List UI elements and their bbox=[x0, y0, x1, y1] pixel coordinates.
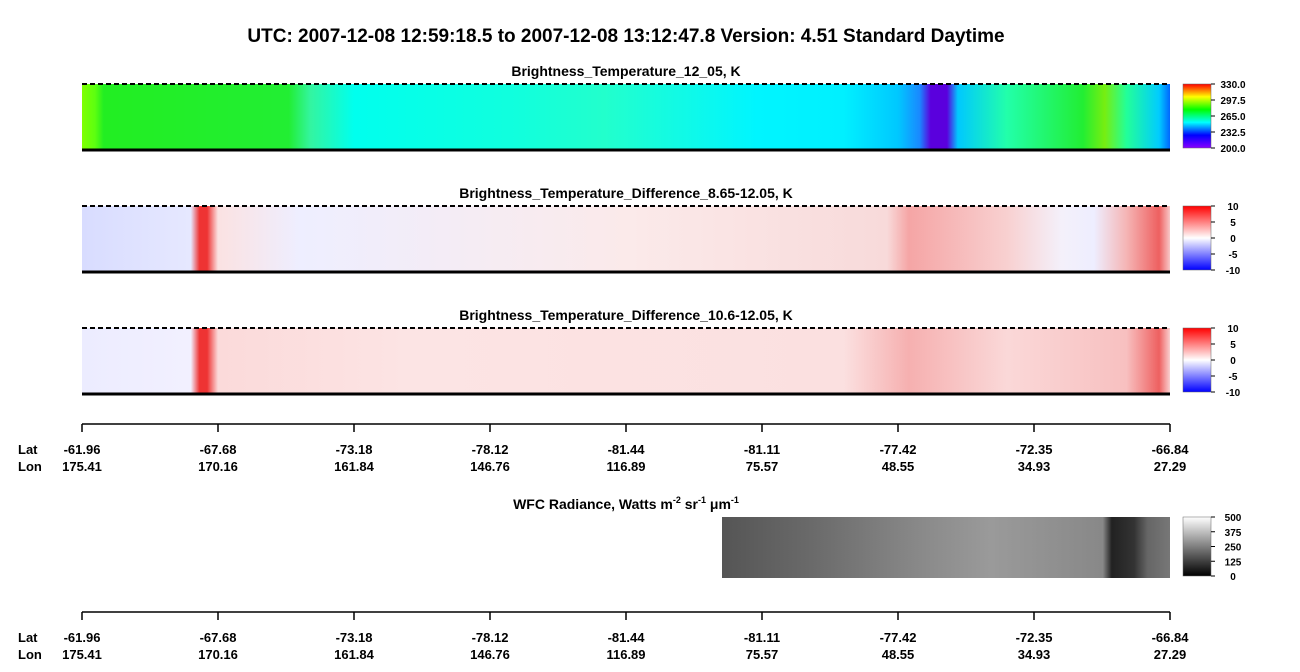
colorbar-label: 0 bbox=[1230, 356, 1236, 367]
colorbar-label: 125 bbox=[1225, 557, 1242, 568]
image-strip bbox=[82, 328, 1170, 394]
lat-label: Lat bbox=[18, 630, 38, 645]
colorbar-label: 200.0 bbox=[1220, 144, 1245, 155]
colorbar-label: 10 bbox=[1227, 202, 1239, 213]
lon-value: 161.84 bbox=[334, 647, 375, 662]
image-strip bbox=[82, 206, 1170, 272]
lat-value: -73.18 bbox=[336, 442, 373, 457]
panel-title: Brightness_Temperature_Difference_8.65-1… bbox=[459, 185, 793, 201]
lat-value: -81.44 bbox=[608, 630, 646, 645]
colorbar-label: 5 bbox=[1230, 340, 1236, 351]
colorbar-label: 250 bbox=[1225, 543, 1242, 554]
lon-value: 146.76 bbox=[470, 459, 510, 474]
image-strip bbox=[722, 517, 1170, 578]
lat-value: -77.42 bbox=[880, 442, 917, 457]
lon-value: 161.84 bbox=[334, 459, 375, 474]
colorbar-label: 330.0 bbox=[1220, 80, 1245, 91]
panel-title: Brightness_Temperature_12_05, K bbox=[511, 63, 740, 79]
lon-value: 75.57 bbox=[746, 647, 779, 662]
lon-value: 175.41 bbox=[62, 647, 102, 662]
lat-value: -77.42 bbox=[880, 630, 917, 645]
colorbar-label: 10 bbox=[1227, 324, 1239, 335]
lat-value: -78.12 bbox=[472, 630, 509, 645]
lat-value: -72.35 bbox=[1016, 630, 1053, 645]
lat-value: -78.12 bbox=[472, 442, 509, 457]
colorbar-label: -5 bbox=[1229, 250, 1238, 261]
colorbar-label: 375 bbox=[1225, 528, 1242, 539]
title-part: -1 bbox=[731, 495, 739, 505]
lon-value: 48.55 bbox=[882, 647, 915, 662]
panel-title: Brightness_Temperature_Difference_10.6-1… bbox=[459, 307, 793, 323]
lat-value: -66.84 bbox=[1152, 442, 1190, 457]
lat-value: -81.11 bbox=[744, 630, 780, 645]
lon-value: 27.29 bbox=[1154, 459, 1187, 474]
colorbar-label: -10 bbox=[1226, 388, 1241, 399]
colorbar-label: -10 bbox=[1226, 266, 1241, 277]
lon-value: 48.55 bbox=[882, 459, 915, 474]
lat-value: -72.35 bbox=[1016, 442, 1053, 457]
colorbar bbox=[1182, 83, 1212, 149]
title-part: μm bbox=[706, 496, 731, 512]
colorbar-label: 232.5 bbox=[1220, 128, 1245, 139]
lat-label: Lat bbox=[18, 442, 38, 457]
lon-value: 170.16 bbox=[198, 459, 238, 474]
lon-value: 116.89 bbox=[606, 647, 645, 662]
lon-label: Lon bbox=[18, 647, 42, 662]
title-part: -2 bbox=[673, 495, 681, 505]
colorbar-label: 500 bbox=[1225, 513, 1242, 524]
lon-value: 34.93 bbox=[1018, 647, 1051, 662]
lat-value: -81.11 bbox=[744, 442, 780, 457]
lon-value: 175.41 bbox=[62, 459, 102, 474]
lat-value: -67.68 bbox=[200, 630, 237, 645]
lon-value: 170.16 bbox=[198, 647, 238, 662]
lat-value: -67.68 bbox=[200, 442, 237, 457]
lat-value: -61.96 bbox=[64, 442, 101, 457]
colorbar-label: -5 bbox=[1229, 372, 1238, 383]
colorbar-label: 0 bbox=[1230, 234, 1236, 245]
colorbar-label: 0 bbox=[1230, 572, 1236, 583]
title-part: -1 bbox=[698, 495, 706, 505]
figure-title: UTC: 2007-12-08 12:59:18.5 to 2007-12-08… bbox=[247, 26, 1004, 47]
lon-value: 27.29 bbox=[1154, 647, 1187, 662]
lat-value: -66.84 bbox=[1152, 630, 1190, 645]
colorbar bbox=[1182, 205, 1212, 271]
lat-value: -81.44 bbox=[608, 442, 646, 457]
lon-value: 116.89 bbox=[606, 459, 645, 474]
image-strip bbox=[82, 84, 1170, 150]
title-part: WFC Radiance, Watts m bbox=[513, 496, 673, 512]
lon-value: 75.57 bbox=[746, 459, 779, 474]
lon-value: 146.76 bbox=[470, 647, 510, 662]
lon-label: Lon bbox=[18, 459, 42, 474]
lon-value: 34.93 bbox=[1018, 459, 1051, 474]
lat-value: -73.18 bbox=[336, 630, 373, 645]
colorbar-label: 5 bbox=[1230, 218, 1236, 229]
colorbar-label: 265.0 bbox=[1220, 112, 1245, 123]
title-part: sr bbox=[681, 496, 699, 512]
panel-title: WFC Radiance, Watts m-2 sr-1 μm-1 bbox=[513, 495, 739, 512]
colorbar bbox=[1182, 516, 1212, 577]
lat-value: -61.96 bbox=[64, 630, 101, 645]
colorbar-label: 297.5 bbox=[1220, 96, 1245, 107]
colorbar bbox=[1182, 327, 1212, 393]
